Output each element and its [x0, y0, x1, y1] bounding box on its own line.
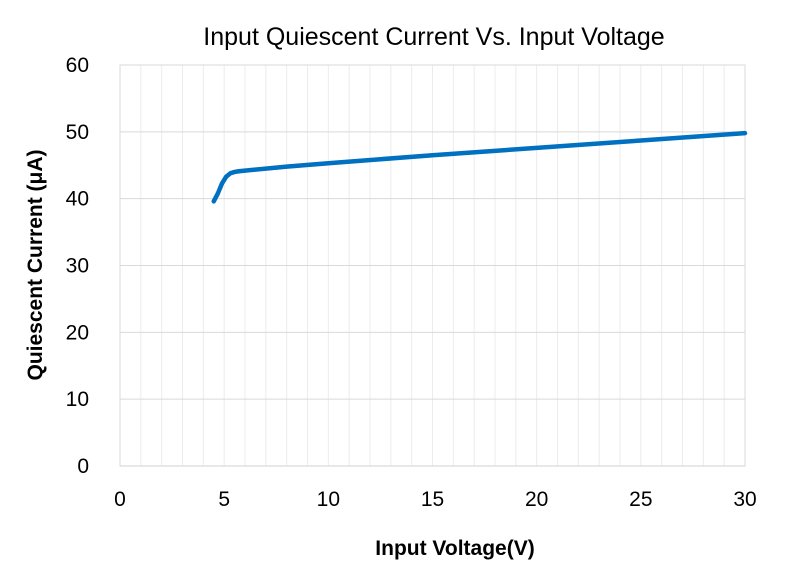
- series-layer: [211, 130, 748, 204]
- x-tick-label: 20: [525, 488, 548, 511]
- plot-area: [119, 64, 746, 467]
- x-axis-ticks: 0 5 10 15 20 25 30: [114, 488, 757, 511]
- y-tick-label: 60: [66, 54, 89, 77]
- y-tick-label: 20: [66, 321, 89, 344]
- x-tick-label: 25: [629, 488, 652, 511]
- y-tick-label: 10: [66, 388, 89, 411]
- chart-title: Input Quiescent Current Vs. Input Voltag…: [203, 23, 664, 51]
- y-axis-ticks: 0 10 20 30 40 50 60: [66, 54, 89, 478]
- x-tick-label: 0: [114, 488, 126, 511]
- y-tick-label: 40: [66, 188, 89, 211]
- x-tick-label: 15: [421, 488, 444, 511]
- y-tick-label: 0: [77, 455, 89, 478]
- x-axis-label: Input Voltage(V): [375, 537, 534, 560]
- y-tick-label: 30: [66, 255, 89, 278]
- series-line: [211, 130, 748, 204]
- y-tick-label: 50: [66, 121, 89, 144]
- y-axis-label: Quiescent Current (μA): [24, 149, 47, 380]
- x-tick-label: 10: [317, 488, 340, 511]
- grid: [119, 64, 746, 467]
- x-tick-label: 5: [218, 488, 230, 511]
- x-tick-label: 30: [733, 488, 756, 511]
